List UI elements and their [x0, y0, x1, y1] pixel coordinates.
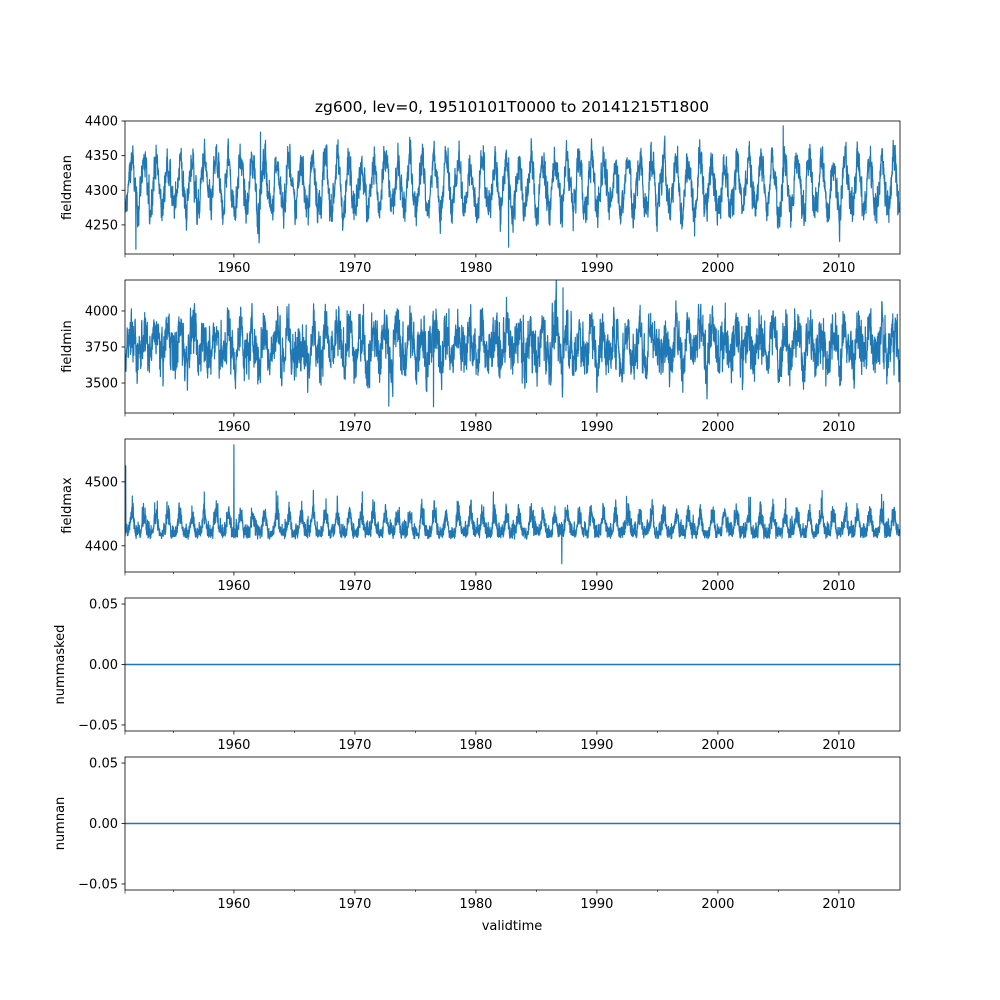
x-tick-label: 1980: [459, 579, 492, 594]
y-tick-label: 4500: [85, 475, 118, 490]
x-tick-label: 1970: [338, 738, 371, 753]
y-tick-label: 4350: [85, 149, 118, 164]
y-tick-label: 4400: [85, 115, 118, 130]
x-axis-label: validtime: [482, 919, 543, 934]
x-tick-label: 2010: [822, 579, 855, 594]
x-tick-label: 2000: [701, 897, 734, 912]
x-tick-label: 1970: [338, 420, 371, 435]
x-tick-label: 1980: [459, 738, 492, 753]
y-tick-label: 0.05: [89, 757, 118, 772]
x-tick-label: 1960: [217, 897, 250, 912]
x-tick-label: 1960: [217, 738, 250, 753]
y-tick-label: 0.00: [89, 817, 118, 832]
y-axis-label: numnan: [53, 797, 68, 851]
y-axis-label: fieldmax: [60, 477, 75, 534]
series-line-fieldmean: [125, 125, 900, 250]
x-tick-label: 2000: [701, 579, 734, 594]
x-tick-label: 1980: [459, 420, 492, 435]
series-line-fieldmin: [125, 280, 900, 408]
y-tick-label: 4000: [85, 304, 118, 319]
axes-frame: [124, 279, 901, 414]
y-axis-label: nummasked: [53, 625, 68, 705]
x-tick-label: 1970: [338, 261, 371, 276]
y-tick-label: 3500: [85, 377, 118, 392]
panel-fieldmean: 4250 4300 4350 4400 fieldmean 1960 1970 1980 199…: [60, 115, 901, 276]
x-tick-label: 1990: [580, 261, 613, 276]
y-axis-label: fieldmean: [60, 155, 75, 220]
x-tick-label: 1960: [217, 579, 250, 594]
x-tick-label: 1960: [217, 420, 250, 435]
x-tick-label: 2010: [822, 420, 855, 435]
y-tick-label: −0.05: [78, 877, 118, 892]
x-tick-label: 1990: [580, 420, 613, 435]
axes-frame: [124, 120, 901, 255]
x-tick-label: 2000: [701, 261, 734, 276]
y-tick-label: 4400: [85, 539, 118, 554]
x-tick-label: 2000: [701, 420, 734, 435]
y-axis-label: fieldmin: [60, 320, 75, 373]
x-tick-label: 2010: [822, 261, 855, 276]
x-tick-label: 2000: [701, 738, 734, 753]
x-tick-label: 1970: [338, 897, 371, 912]
x-tick-label: 1990: [580, 897, 613, 912]
panel-nummasked: −0.05 0.00 0.05 nummasked 1960 1970 1980 1990 20…: [53, 598, 901, 753]
x-tick-label: 1960: [217, 261, 250, 276]
chart-title: zg600, lev=0, 19510101T0000 to 20141215T…: [315, 98, 709, 116]
x-tick-label: 1980: [459, 261, 492, 276]
x-tick-label: 2010: [822, 897, 855, 912]
y-tick-label: 0.05: [89, 598, 118, 613]
panel-fieldmin: 3500 3750 4000 fieldmin 1960 1970 1980 1990 2000…: [60, 279, 901, 435]
y-tick-label: 4300: [85, 184, 118, 199]
y-tick-label: 3750: [85, 341, 118, 356]
axes-frame: [124, 438, 901, 573]
series-line-fieldmax: [125, 444, 900, 565]
x-tick-label: 1990: [580, 579, 613, 594]
x-tick-label: 1990: [580, 738, 613, 753]
x-tick-label: 1980: [459, 897, 492, 912]
x-tick-label: 1970: [338, 579, 371, 594]
y-tick-label: 0.00: [89, 658, 118, 673]
y-tick-label: −0.05: [78, 718, 118, 733]
panel-numnan: −0.05 0.00 0.05 numnan 1960 1970 1980 1990 2000 2…: [53, 757, 901, 912]
y-tick-label: 4250: [85, 218, 118, 233]
x-tick-label: 2010: [822, 738, 855, 753]
panel-fieldmax: 4400 4500 fieldmax 1960 1970 1980 1990 2000 2010: [60, 438, 901, 594]
